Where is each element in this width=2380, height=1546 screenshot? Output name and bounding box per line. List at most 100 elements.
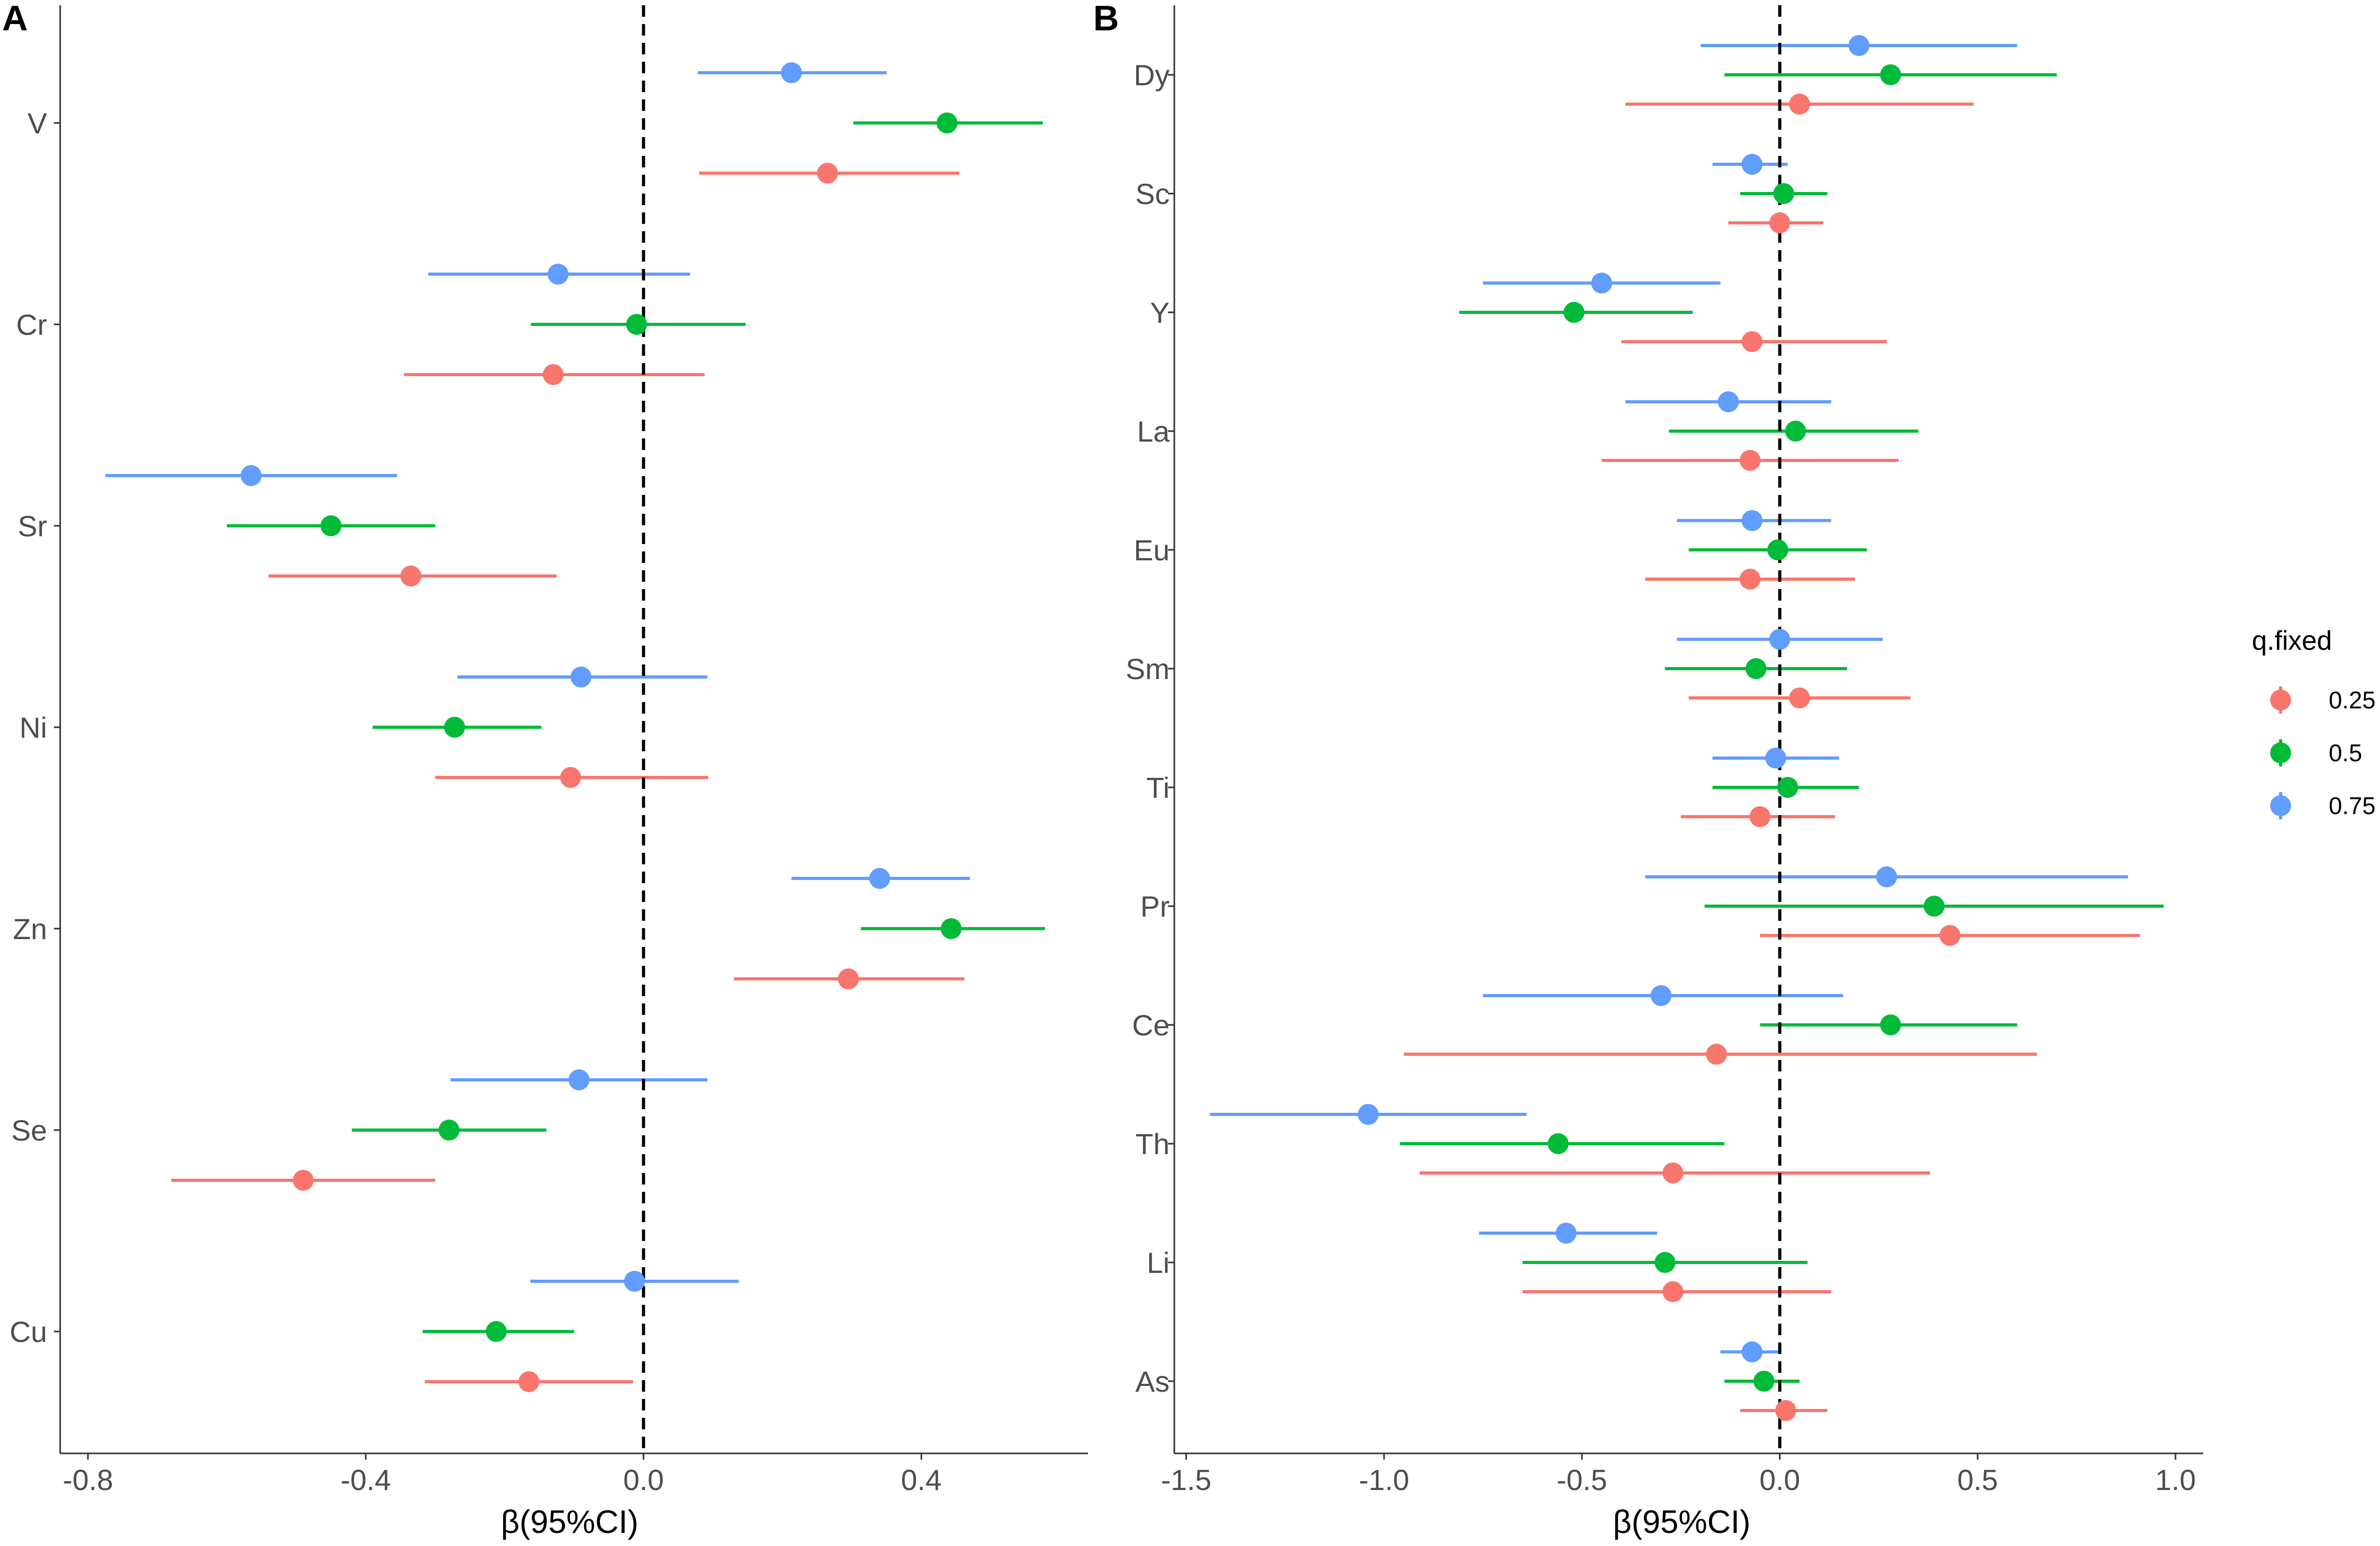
x-tick-label: -1.0 xyxy=(1359,1463,1410,1496)
y-tick-label-zn: Zn xyxy=(13,912,47,945)
legend-title: q.fixed xyxy=(2252,626,2332,656)
point-ni-q0.75 xyxy=(570,667,592,687)
point-sc-q0.75 xyxy=(1741,154,1763,175)
x-tick-label: 1.0 xyxy=(2155,1463,2196,1496)
legend-key-point-q0.5 xyxy=(2270,742,2291,763)
x-tick-label: 0.0 xyxy=(623,1463,664,1496)
panel-a-x-axis-title: β(95%CI) xyxy=(501,1504,638,1540)
point-la-q0.25 xyxy=(1739,450,1761,471)
y-tick-label-ti: Ti xyxy=(1146,771,1170,804)
y-tick-label-v: V xyxy=(28,107,48,140)
point-as-q0.5 xyxy=(1753,1371,1775,1392)
point-sr-q0.75 xyxy=(241,465,262,486)
point-cu-q0.25 xyxy=(518,1371,540,1392)
legend-label-q0.5: 0.5 xyxy=(2329,739,2362,766)
point-y-q0.5 xyxy=(1563,302,1585,323)
point-sm-q0.5 xyxy=(1746,658,1767,679)
y-tick-label-sr: Sr xyxy=(18,510,47,543)
panel-a-points xyxy=(241,62,962,1392)
x-tick-label: -0.5 xyxy=(1557,1463,1607,1496)
point-cr-q0.5 xyxy=(626,314,647,335)
y-tick-label-se: Se xyxy=(12,1114,48,1147)
x-tick-label: -1.5 xyxy=(1161,1463,1211,1496)
panel-a-ci-lines xyxy=(105,71,1045,1383)
panel-a-axes: V Cr Sr Ni Zn Se Cu -0.8 -0.4 0.0 0.4 xyxy=(9,5,1088,1496)
panel-b-ci-lines xyxy=(1210,44,2164,1412)
point-dy-q0.75 xyxy=(1848,35,1869,56)
y-tick-label-la: La xyxy=(1137,415,1170,448)
point-th-q0.25 xyxy=(1662,1163,1684,1183)
y-tick-label-li: Li xyxy=(1147,1246,1170,1279)
y-tick-label-sc: Sc xyxy=(1136,177,1170,210)
legend-entries: 0.25 0.5 0.75 xyxy=(2270,686,2376,819)
y-tick-label-y: Y xyxy=(1150,296,1170,329)
point-ce-q0.25 xyxy=(1706,1044,1727,1065)
point-la-q0.75 xyxy=(1718,391,1739,412)
panel-a-letter: A xyxy=(2,0,28,38)
panel-b: B Dy Sc Y La Eu Sm Ti Pr Ce Th Li As -1.5 -1.0 -0.5 0.0… xyxy=(1093,0,2203,1540)
point-sr-q0.25 xyxy=(400,566,422,586)
point-cu-q0.75 xyxy=(624,1271,645,1292)
point-as-q0.75 xyxy=(1741,1341,1763,1362)
panel-b-axes: Dy Sc Y La Eu Sm Ti Pr Ce Th Li As -1.5 -1.0 -0.5 0.0 0.… xyxy=(1126,5,2203,1496)
point-cr-q0.75 xyxy=(547,264,569,285)
legend-label-q0.25: 0.25 xyxy=(2329,686,2376,714)
y-tick-label-ce: Ce xyxy=(1132,1009,1170,1042)
point-v-q0.25 xyxy=(817,163,838,184)
y-tick-label-as: As xyxy=(1136,1365,1170,1398)
point-ce-q0.75 xyxy=(1650,985,1672,1006)
point-cr-q0.25 xyxy=(542,364,564,385)
point-la-q0.5 xyxy=(1785,421,1806,442)
point-zn-q0.75 xyxy=(869,868,890,889)
legend: q.fixed 0.25 0.5 0.75 xyxy=(2252,626,2376,819)
panel-b-x-axis-title: β(95%CI) xyxy=(1613,1504,1750,1540)
point-th-q0.5 xyxy=(1547,1133,1569,1154)
y-tick-label-th: Th xyxy=(1136,1127,1170,1160)
point-li-q0.5 xyxy=(1654,1252,1676,1273)
y-tick-label-sm: Sm xyxy=(1126,652,1170,685)
legend-label-q0.75: 0.75 xyxy=(2329,792,2376,819)
legend-key-point-q0.75 xyxy=(2270,795,2291,816)
y-tick-label-ni: Ni xyxy=(19,711,47,744)
point-eu-q0.75 xyxy=(1741,510,1763,531)
x-tick-label: -0.8 xyxy=(63,1463,114,1496)
point-v-q0.5 xyxy=(936,112,958,133)
point-as-q0.25 xyxy=(1775,1400,1796,1421)
point-se-q0.75 xyxy=(568,1069,590,1090)
point-dy-q0.5 xyxy=(1880,64,1901,85)
point-ti-q0.25 xyxy=(1749,806,1771,827)
point-y-q0.75 xyxy=(1591,273,1613,294)
point-dy-q0.25 xyxy=(1789,94,1810,115)
point-eu-q0.25 xyxy=(1739,569,1761,590)
panel-a: A V Cr Sr Ni Zn Se Cu -0.8 -0.4 0.0 0.4 β(95%CI) xyxy=(2,0,1088,1540)
point-sm-q0.25 xyxy=(1789,687,1810,708)
y-tick-label-eu: Eu xyxy=(1134,534,1170,567)
point-pr-q0.25 xyxy=(1939,925,1960,946)
y-tick-label-cu: Cu xyxy=(9,1315,47,1348)
point-th-q0.75 xyxy=(1357,1104,1379,1125)
point-ti-q0.75 xyxy=(1765,748,1786,769)
y-tick-label-cr: Cr xyxy=(16,308,47,341)
x-tick-label: 0.0 xyxy=(1760,1463,1800,1496)
panel-b-letter: B xyxy=(1093,0,1119,38)
legend-key-point-q0.25 xyxy=(2270,690,2291,710)
point-sc-q0.25 xyxy=(1769,212,1790,233)
x-tick-label: 0.4 xyxy=(901,1463,942,1496)
panel-b-points xyxy=(1357,35,1960,1421)
point-ti-q0.5 xyxy=(1777,777,1798,798)
point-eu-q0.5 xyxy=(1767,539,1788,560)
point-se-q0.5 xyxy=(438,1120,460,1141)
point-ni-q0.5 xyxy=(444,717,466,738)
y-tick-label-pr: Pr xyxy=(1140,890,1170,923)
point-zn-q0.25 xyxy=(837,968,859,989)
point-li-q0.25 xyxy=(1662,1281,1684,1302)
point-sc-q0.5 xyxy=(1773,183,1795,204)
point-cu-q0.5 xyxy=(485,1321,507,1342)
point-pr-q0.5 xyxy=(1923,896,1945,917)
point-pr-q0.75 xyxy=(1876,866,1897,887)
point-ni-q0.25 xyxy=(560,767,581,788)
point-zn-q0.5 xyxy=(940,918,962,939)
y-tick-label-dy: Dy xyxy=(1134,59,1170,92)
point-sm-q0.75 xyxy=(1769,629,1790,650)
